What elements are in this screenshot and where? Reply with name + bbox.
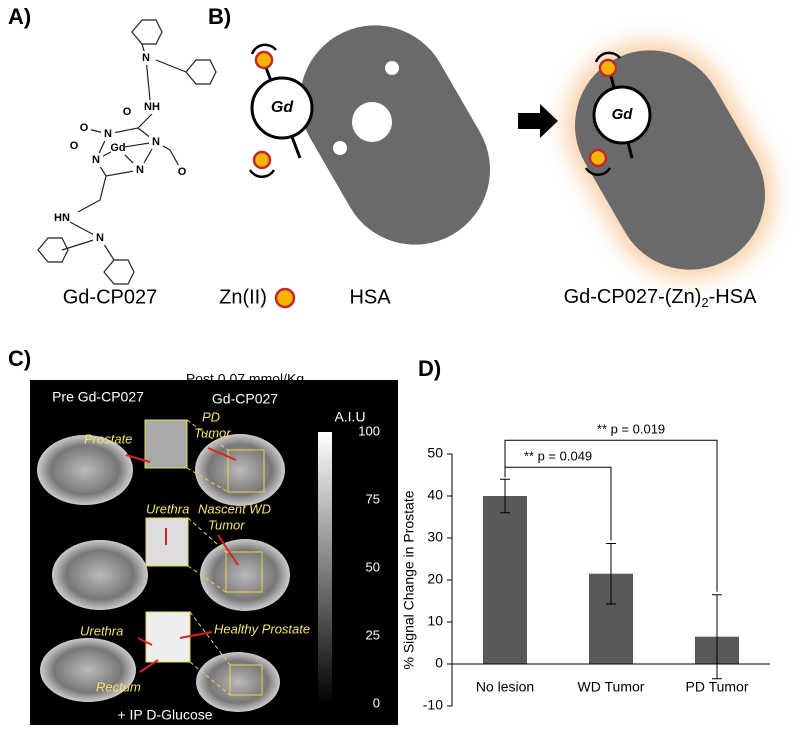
atom-bg (145, 100, 159, 114)
y-tick-label: 10 (427, 613, 443, 629)
atom-label: N (96, 232, 104, 244)
atom-bg (101, 127, 115, 141)
atom-bg (55, 211, 69, 225)
caption: Zn(II) (219, 286, 267, 308)
annotation: PD (202, 409, 220, 424)
error-bar (606, 542, 616, 605)
error-bar (712, 594, 722, 680)
y-tick-label: 30 (427, 529, 443, 545)
atom-bg (133, 163, 147, 177)
annotation: ** p = 0.049 (524, 449, 592, 464)
colorbar-tick-label: 50 (366, 559, 380, 574)
significance-bracket (504, 439, 718, 592)
column-title: Pre Gd-CP027 (52, 389, 144, 405)
colorbar-tick-label: 0 (373, 695, 380, 710)
atom-label: N (152, 136, 160, 148)
gd-label: Gd (271, 99, 294, 116)
panel-label: B) (208, 4, 231, 29)
annotation: Urethra (146, 501, 189, 516)
colorbar-tick-label: 75 (366, 491, 380, 506)
hsa-shape (300, 25, 490, 245)
caption-part: -HSA (709, 286, 757, 308)
atom-label: O (80, 122, 89, 134)
column-title: Post 0.07 mmol/Kg (186, 371, 304, 387)
colorbar-ticks: 100 75 50 25 0 (358, 423, 380, 710)
annotation: Tumor (208, 517, 245, 532)
caption-part: Gd-CP027-(Zn) (564, 286, 702, 308)
error-bar (500, 478, 510, 514)
subscript: 2 (701, 295, 708, 310)
atom-bg (93, 231, 107, 245)
colorbar-unit: A.I.U (334, 409, 365, 425)
annotation: Urethra (80, 623, 123, 638)
gd-label: Gd (612, 106, 634, 123)
footer: + IP D-Glucose (117, 707, 212, 723)
atom-bg (139, 51, 153, 65)
mri-slices (37, 419, 290, 712)
x-tick-label: PD Tumor (685, 679, 748, 695)
atom-label: HN (54, 212, 70, 224)
x-tick-label: No lesion (476, 679, 534, 695)
atom-label: NH (144, 101, 160, 113)
bound-complex: Gd (565, 40, 775, 280)
arrow (518, 104, 558, 138)
panel-label: A) (8, 4, 31, 29)
atom-bg (111, 141, 125, 155)
annotation: ** p = 0.019 (597, 422, 665, 437)
atom-label: N (136, 164, 144, 176)
atom-label: N (104, 128, 112, 140)
atom-bg (89, 153, 103, 167)
gd-complex: Gd (248, 43, 314, 179)
atom-label: O (123, 106, 132, 118)
atom-bg (175, 165, 189, 179)
atom-bg (67, 139, 81, 153)
atom-label: O (70, 140, 79, 152)
atom-label: N (92, 154, 100, 166)
atom-label: N (142, 52, 150, 64)
x-tick-label: WD Tumor (578, 679, 645, 695)
annotation: Nascent WD (198, 501, 271, 516)
atom-bg (120, 105, 134, 119)
panel-label: C) (8, 346, 31, 371)
y-tick-label: 0 (435, 655, 443, 671)
column-title: Gd-CP027 (212, 391, 278, 407)
caption: Gd-CP027 (63, 286, 158, 308)
y-axis-label: % Signal Change in Prostate (401, 490, 417, 669)
y-tick-label: -10 (423, 697, 443, 713)
colorbar-tick-label: 100 (358, 423, 380, 438)
caption: HSA (349, 286, 391, 308)
zn-icon (274, 287, 296, 309)
bar (483, 496, 527, 664)
atom-label: Gd (110, 142, 125, 154)
atom-bg (149, 135, 163, 149)
annotation: Rectum (96, 679, 141, 694)
y-tick-label: 40 (427, 487, 443, 503)
y-tick-label: 50 (427, 445, 443, 461)
annotation: Healthy Prostate (214, 621, 310, 636)
atom-label: O (178, 166, 187, 178)
y-tick-label: 20 (427, 571, 443, 587)
colorbar-tick-label: 25 (366, 627, 380, 642)
annotation: Prostate (84, 431, 132, 446)
panel-label: D) (418, 356, 441, 381)
caption: Gd-CP027-(Zn)2-HSA (564, 286, 757, 310)
chart: -10 0 10 20 30 40 50 No lesion WD Tumor PD Tumor *… (423, 422, 770, 713)
colorbar (318, 432, 332, 704)
atom-bg (77, 121, 91, 135)
annotation: Tumor (194, 425, 231, 440)
